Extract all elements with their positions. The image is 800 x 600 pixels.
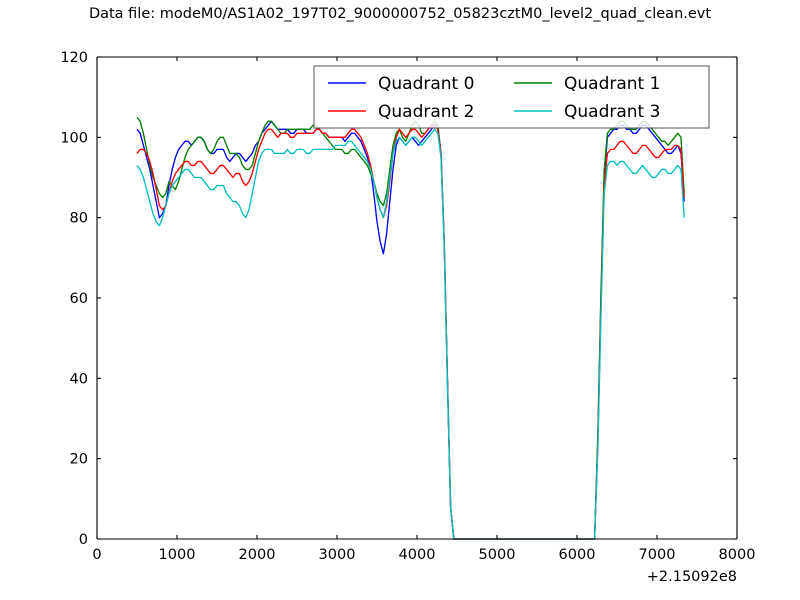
legend-label-quadrant-1: Quadrant 1 bbox=[564, 74, 660, 94]
x-axis-offset-label: +2.15092e8 bbox=[647, 569, 737, 585]
legend-box bbox=[313, 65, 710, 129]
x-tick-label: 3000 bbox=[319, 547, 356, 563]
series-line-quadrant-0 bbox=[136, 120, 685, 540]
y-tick-label: 100 bbox=[60, 130, 88, 146]
x-tick-label: 4000 bbox=[399, 547, 436, 563]
y-tick-label: 20 bbox=[70, 452, 88, 468]
series-line-quadrant-2 bbox=[136, 124, 685, 540]
x-tick-label: 6000 bbox=[559, 547, 596, 563]
y-tick-label: 80 bbox=[70, 211, 88, 227]
series-group bbox=[136, 116, 685, 540]
legend-label-quadrant-3: Quadrant 3 bbox=[564, 102, 660, 122]
legend-label-quadrant-0: Quadrant 0 bbox=[378, 74, 474, 94]
figure-title: Data file: modeM0/AS1A02_197T02_90000007… bbox=[88, 6, 712, 22]
x-tick-label: 1000 bbox=[159, 547, 196, 563]
x-tick-label: 8000 bbox=[719, 547, 756, 563]
y-tick-label: 60 bbox=[70, 291, 88, 307]
legend[interactable]: Quadrant 0 Quadrant 1 Quadrant 2 Quadrant 3 bbox=[313, 65, 710, 129]
y-tick-label: 0 bbox=[79, 532, 88, 548]
axes-group bbox=[96, 56, 738, 540]
legend-label-quadrant-2: Quadrant 2 bbox=[378, 102, 474, 122]
series-line-quadrant-3 bbox=[136, 128, 685, 540]
x-tick-label: 5000 bbox=[479, 547, 516, 563]
y-tick-label: 40 bbox=[70, 371, 88, 387]
y-tick-label: 120 bbox=[60, 50, 88, 66]
tick-label-group: 0 1000 2000 3000 4000 5000 6000 7000 8000 0 20 40 60… bbox=[60, 50, 755, 585]
x-tick-label: 0 bbox=[92, 547, 101, 563]
x-tick-label: 2000 bbox=[239, 547, 276, 563]
x-tick-label: 7000 bbox=[639, 547, 676, 563]
series-line-quadrant-1 bbox=[136, 116, 685, 540]
